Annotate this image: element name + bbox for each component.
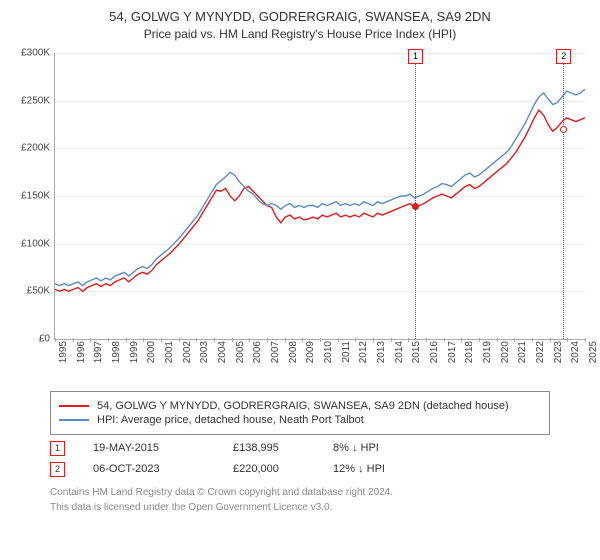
chart-area: 12 £0£50K£100K£150K£200K£250K£300K199519…	[10, 49, 590, 389]
x-axis-label: 2023	[553, 341, 564, 363]
x-axis-label: 2007	[270, 341, 281, 363]
x-axis-label: 1996	[76, 341, 87, 363]
sale-dot-1	[412, 203, 419, 210]
footer-line-1: Contains HM Land Registry data © Crown c…	[50, 485, 590, 500]
sale-price: £220,000	[233, 463, 333, 475]
sale-vs-hpi: 8% ↓ HPI	[333, 442, 443, 454]
y-axis-label: £50K	[10, 286, 50, 297]
x-axis-label: 2014	[394, 341, 405, 363]
y-axis-label: £150K	[10, 190, 50, 201]
x-axis-label: 2006	[252, 341, 263, 363]
x-axis-label: 2024	[570, 341, 581, 363]
x-axis-label: 2002	[182, 341, 193, 363]
sale-date: 19-MAY-2015	[93, 442, 233, 454]
x-axis-label: 2011	[341, 341, 352, 363]
sale-marker-2: 2	[556, 49, 571, 64]
legend-label: 54, GOLWG Y MYNYDD, GODRERGRAIG, SWANSEA…	[97, 400, 509, 412]
x-axis-label: 2018	[464, 341, 475, 363]
legend-box: 54, GOLWG Y MYNYDD, GODRERGRAIG, SWANSEA…	[50, 391, 550, 435]
sale-dot-2	[560, 126, 567, 133]
x-axis-label: 2012	[358, 341, 369, 363]
x-axis-label: 2010	[323, 341, 334, 363]
y-axis-label: £250K	[10, 95, 50, 106]
sale-row: 2 06-OCT-2023£220,00012% ↓ HPI	[50, 462, 560, 477]
x-axis-label: 2021	[517, 341, 528, 363]
x-axis-label: 2017	[447, 341, 458, 363]
x-axis-label: 2013	[376, 341, 387, 363]
sale-vs-hpi: 12% ↓ HPI	[333, 463, 443, 475]
footer-line-2: This data is licensed under the Open Gov…	[50, 500, 590, 515]
y-axis-label: £100K	[10, 238, 50, 249]
legend-label: HPI: Average price, detached house, Neat…	[97, 414, 364, 426]
x-axis-label: 2000	[146, 341, 157, 363]
series-line-red	[55, 110, 585, 291]
x-axis-label: 2016	[429, 341, 440, 363]
sales-table: 1 19-MAY-2015£138,9958% ↓ HPI 2 06-OCT-2023…	[50, 441, 560, 477]
sale-price: £138,995	[233, 442, 333, 454]
sale-date: 06-OCT-2023	[93, 463, 233, 475]
x-axis-label: 2005	[235, 341, 246, 363]
title-subtitle: Price paid vs. HM Land Registry's House …	[10, 26, 590, 43]
legend-item: 54, GOLWG Y MYNYDD, GODRERGRAIG, SWANSEA…	[59, 400, 541, 412]
sale-marker-1: 1	[408, 49, 423, 64]
y-axis-label: £0	[10, 333, 50, 344]
plot-region: 12	[54, 53, 585, 340]
x-axis-label: 2025	[588, 341, 599, 363]
x-axis-label: 2004	[217, 341, 228, 363]
attribution-footer: Contains HM Land Registry data © Crown c…	[50, 485, 590, 515]
x-axis-label: 2009	[305, 341, 316, 363]
x-axis-label: 2003	[199, 341, 210, 363]
sale-row-marker: 1	[50, 441, 65, 456]
legend-swatch	[59, 419, 89, 421]
x-axis-label: 2019	[482, 341, 493, 363]
x-axis-label: 2001	[164, 341, 175, 363]
x-axis-label: 2008	[288, 341, 299, 363]
legend-item: HPI: Average price, detached house, Neat…	[59, 414, 541, 426]
x-axis-label: 1997	[93, 341, 104, 363]
series-line-blue	[55, 89, 585, 285]
x-axis-label: 2022	[535, 341, 546, 363]
sale-row-marker: 2	[50, 462, 65, 477]
y-axis-label: £200K	[10, 143, 50, 154]
legend-swatch	[59, 405, 89, 407]
y-axis-label: £300K	[10, 47, 50, 58]
x-axis-label: 2015	[411, 341, 422, 363]
title-address: 54, GOLWG Y MYNYDD, GODRERGRAIG, SWANSEA…	[10, 8, 590, 26]
x-axis-label: 1998	[111, 341, 122, 363]
x-axis-label: 2020	[500, 341, 511, 363]
sale-row: 1 19-MAY-2015£138,9958% ↓ HPI	[50, 441, 560, 456]
chart-title: 54, GOLWG Y MYNYDD, GODRERGRAIG, SWANSEA…	[10, 8, 590, 43]
x-axis-label: 1999	[129, 341, 140, 363]
x-axis-label: 1995	[58, 341, 69, 363]
